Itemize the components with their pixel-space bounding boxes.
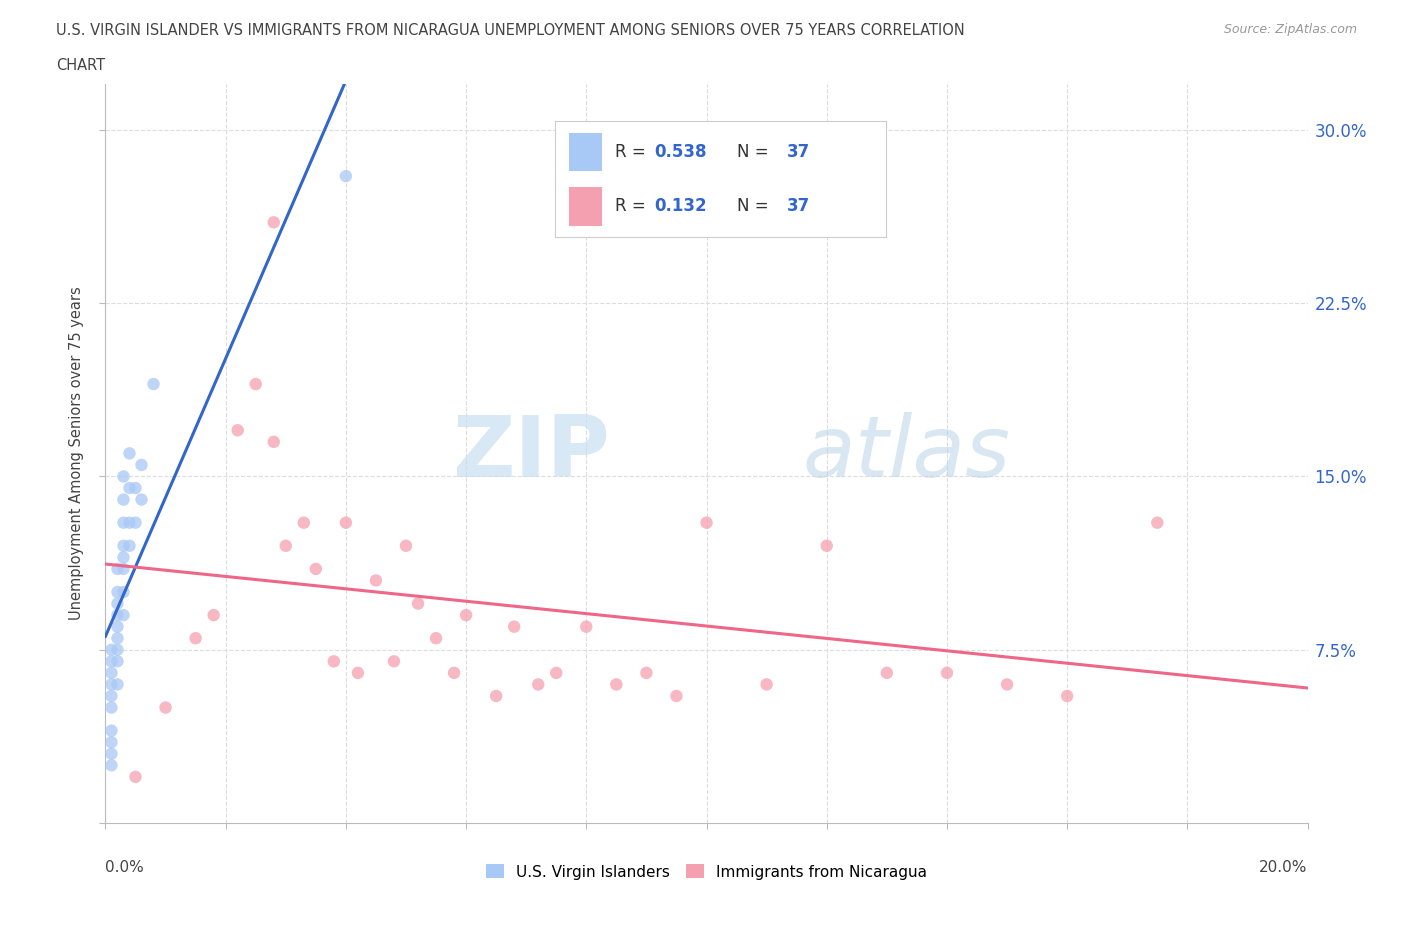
- Point: [112, 585, 135, 600]
- Text: 37: 37: [787, 142, 810, 161]
- Point: [112, 469, 135, 484]
- Point: [605, 677, 627, 692]
- Point: [100, 735, 122, 750]
- Point: [107, 643, 129, 658]
- Point: [118, 538, 141, 553]
- Point: [100, 688, 122, 703]
- Text: ZIP: ZIP: [453, 412, 610, 495]
- Point: [815, 538, 838, 553]
- Point: [107, 677, 129, 692]
- Text: N =: N =: [737, 197, 773, 216]
- Text: 37: 37: [787, 197, 810, 216]
- FancyBboxPatch shape: [568, 187, 602, 226]
- FancyBboxPatch shape: [568, 133, 602, 171]
- Point: [112, 538, 135, 553]
- Text: Source: ZipAtlas.com: Source: ZipAtlas.com: [1223, 23, 1357, 36]
- Point: [575, 619, 598, 634]
- Point: [636, 666, 658, 681]
- Point: [1146, 515, 1168, 530]
- Point: [382, 654, 405, 669]
- Point: [112, 492, 135, 507]
- Point: [112, 515, 135, 530]
- Point: [124, 769, 146, 784]
- Text: 0.538: 0.538: [654, 142, 707, 161]
- Point: [454, 607, 477, 622]
- Point: [112, 562, 135, 577]
- Point: [107, 631, 129, 645]
- Point: [124, 481, 146, 496]
- Point: [107, 585, 129, 600]
- Point: [335, 515, 357, 530]
- Point: [107, 654, 129, 669]
- Point: [292, 515, 315, 530]
- Point: [263, 434, 285, 449]
- Text: 0.0%: 0.0%: [105, 860, 145, 875]
- Point: [1056, 688, 1078, 703]
- Point: [100, 654, 122, 669]
- Point: [118, 515, 141, 530]
- Point: [100, 758, 122, 773]
- Point: [995, 677, 1018, 692]
- Point: [406, 596, 429, 611]
- Point: [425, 631, 447, 645]
- Text: 0.132: 0.132: [654, 197, 707, 216]
- Point: [131, 492, 153, 507]
- Point: [936, 666, 959, 681]
- Point: [443, 666, 465, 681]
- Point: [112, 607, 135, 622]
- Point: [107, 596, 129, 611]
- Point: [755, 677, 778, 692]
- Point: [263, 215, 285, 230]
- Point: [364, 573, 387, 588]
- Point: [100, 746, 122, 761]
- Y-axis label: Unemployment Among Seniors over 75 years: Unemployment Among Seniors over 75 years: [69, 286, 84, 620]
- Point: [274, 538, 297, 553]
- Text: R =: R =: [614, 142, 651, 161]
- Text: 20.0%: 20.0%: [1260, 860, 1308, 875]
- Point: [696, 515, 718, 530]
- Point: [100, 677, 122, 692]
- Point: [100, 700, 122, 715]
- Point: [876, 666, 898, 681]
- Text: CHART: CHART: [56, 58, 105, 73]
- Point: [546, 666, 568, 681]
- Point: [107, 619, 129, 634]
- Point: [118, 481, 141, 496]
- Point: [395, 538, 418, 553]
- Text: N =: N =: [737, 142, 773, 161]
- Point: [202, 607, 225, 622]
- Text: atlas: atlas: [803, 412, 1011, 495]
- Point: [155, 700, 177, 715]
- Text: R =: R =: [614, 197, 651, 216]
- Point: [112, 550, 135, 565]
- Point: [131, 458, 153, 472]
- Point: [485, 688, 508, 703]
- Point: [335, 168, 357, 183]
- Point: [100, 643, 122, 658]
- Point: [226, 423, 249, 438]
- Point: [245, 377, 267, 392]
- Point: [100, 724, 122, 738]
- Point: [322, 654, 344, 669]
- Point: [118, 446, 141, 461]
- Legend: U.S. Virgin Islanders, Immigrants from Nicaragua: U.S. Virgin Islanders, Immigrants from N…: [479, 858, 934, 885]
- Point: [107, 607, 129, 622]
- Point: [142, 377, 165, 392]
- Point: [347, 666, 370, 681]
- Point: [503, 619, 526, 634]
- Point: [527, 677, 550, 692]
- Point: [100, 666, 122, 681]
- Point: [107, 562, 129, 577]
- Point: [305, 562, 328, 577]
- Point: [124, 515, 146, 530]
- Point: [665, 688, 688, 703]
- Point: [184, 631, 207, 645]
- Text: U.S. VIRGIN ISLANDER VS IMMIGRANTS FROM NICARAGUA UNEMPLOYMENT AMONG SENIORS OVE: U.S. VIRGIN ISLANDER VS IMMIGRANTS FROM …: [56, 23, 965, 38]
